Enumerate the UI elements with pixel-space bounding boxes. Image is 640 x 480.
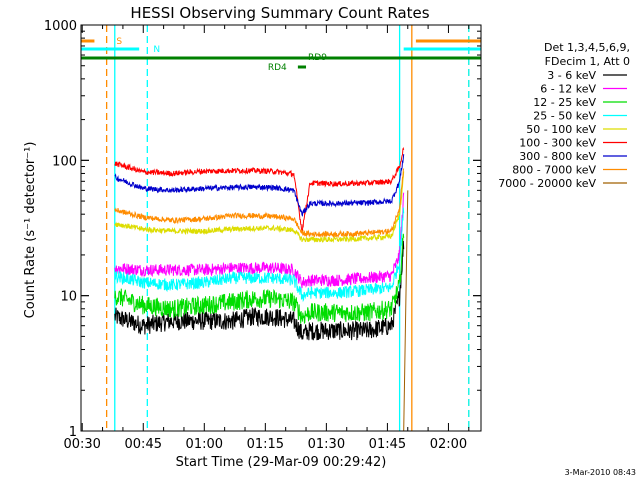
flag-label-s: S [116, 37, 122, 47]
legend-header-line: Det 1,3,4,5,6,9, [544, 41, 630, 54]
y-axis-label: Count Rate (s⁻¹ detector⁻¹) [23, 142, 38, 319]
flag-label-rd9: RD9 [308, 53, 327, 63]
chart-title: HESSI Observing Summary Count Rates [130, 4, 429, 22]
series-line-7000-20000-kev [403, 190, 409, 432]
series-line-12-25-kev [114, 233, 405, 325]
legend-entry-label: 300 - 800 keV [519, 150, 596, 163]
x-axis-label: Start Time (29-Mar-09 00:29:42) [176, 455, 387, 470]
series-line-800-7000-kev [114, 168, 405, 239]
legend-entry-label: 3 - 6 keV [547, 69, 596, 82]
y-tick-label: 1000 [44, 19, 77, 34]
series-line-6-12-kev [114, 192, 405, 289]
x-tick-label: 02:00 [430, 437, 467, 452]
x-tick-label: 01:00 [186, 437, 223, 452]
series-line-100-300-kev [114, 146, 405, 233]
plot-data-layer [105, 25, 470, 432]
legend-entry-label: 25 - 50 keV [533, 110, 596, 123]
x-tick-label: 01:15 [247, 437, 284, 452]
series-line-25-50-kev [114, 207, 405, 303]
y-tick-label: 1 [69, 425, 77, 440]
x-axis: 00:30 00:45 01:00 01:15 01:30 01:45 02:00 [63, 25, 470, 452]
plot-frame [80, 24, 482, 432]
x-tick-label: 00:45 [125, 437, 162, 452]
legend-entry-label: 50 - 100 keV [526, 123, 596, 136]
flag-bars-layer: S N RD9 RD4 [81, 37, 481, 73]
flag-label-n: N [153, 45, 160, 55]
legend-header-line: FDecim 1, Att 0 [545, 55, 630, 68]
series-line-300-800-kev [114, 154, 405, 217]
series-line-50-100-kev [114, 171, 405, 244]
y-tick-label: 100 [52, 154, 77, 169]
x-tick-label: 00:30 [63, 437, 100, 452]
legend-entry-label: 6 - 12 keV [540, 83, 596, 96]
flag-label-rd4: RD4 [268, 63, 287, 73]
legend-entry-label: 800 - 7000 keV [512, 164, 596, 177]
legend-entry-label: 7000 - 20000 keV [498, 177, 596, 190]
x-tick-label: 01:45 [369, 437, 406, 452]
y-axis: 1 10 100 1000 [44, 19, 481, 440]
legend-entry-label: 12 - 25 keV [533, 96, 596, 109]
legend: Det 1,3,4,5,6,9,FDecim 1, Att 03 - 6 keV… [498, 41, 630, 190]
legend-entry-label: 100 - 300 keV [519, 137, 596, 150]
x-tick-label: 01:30 [308, 437, 345, 452]
y-tick-label: 10 [60, 290, 77, 305]
footer-date: 3-Mar-2010 08:43 [565, 468, 636, 477]
